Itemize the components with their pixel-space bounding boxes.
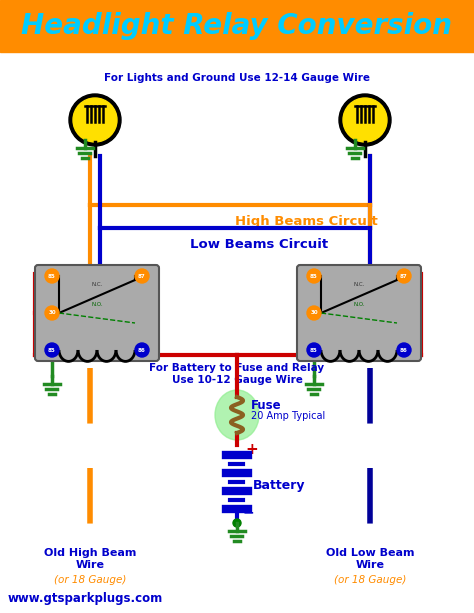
Circle shape [339, 94, 391, 146]
Text: N.O.: N.O. [91, 302, 103, 307]
Circle shape [135, 269, 149, 283]
Text: 30: 30 [310, 311, 318, 316]
Text: High Beams Circuit: High Beams Circuit [235, 215, 378, 228]
FancyBboxPatch shape [35, 265, 159, 361]
Text: Fuse: Fuse [251, 399, 282, 412]
Circle shape [45, 343, 59, 357]
Text: 87: 87 [138, 273, 146, 278]
FancyBboxPatch shape [297, 265, 421, 361]
Text: −: − [243, 505, 255, 519]
Text: 87: 87 [400, 273, 408, 278]
Text: (or 18 Gauge): (or 18 Gauge) [54, 575, 126, 585]
Text: (or 18 Gauge): (or 18 Gauge) [334, 575, 406, 585]
Text: N.C.: N.C. [353, 282, 365, 287]
Ellipse shape [215, 390, 259, 440]
Text: Battery: Battery [253, 479, 306, 492]
Text: 86: 86 [400, 348, 408, 352]
Text: 85: 85 [310, 348, 318, 352]
Text: 30: 30 [48, 311, 56, 316]
Circle shape [307, 269, 321, 283]
Circle shape [45, 269, 59, 283]
Text: N.O.: N.O. [353, 302, 365, 307]
Text: For Battery to Fuse and Relay
Use 10-12 Gauge Wire: For Battery to Fuse and Relay Use 10-12 … [149, 363, 325, 384]
Text: Old High Beam
Wire: Old High Beam Wire [44, 548, 136, 569]
Text: 86: 86 [138, 348, 146, 352]
Circle shape [233, 519, 241, 527]
Text: Old Low Beam
Wire: Old Low Beam Wire [326, 548, 414, 569]
Text: 85: 85 [310, 273, 318, 278]
Text: 85: 85 [48, 273, 56, 278]
Text: For Lights and Ground Use 12-14 Gauge Wire: For Lights and Ground Use 12-14 Gauge Wi… [104, 73, 370, 83]
Text: Low Beams Circuit: Low Beams Circuit [190, 238, 328, 251]
Text: Headlight Relay Conversion: Headlight Relay Conversion [21, 12, 453, 40]
Circle shape [343, 98, 387, 142]
Circle shape [45, 306, 59, 320]
Text: N.C.: N.C. [91, 282, 103, 287]
Circle shape [135, 343, 149, 357]
Text: www.gtsparkplugs.com: www.gtsparkplugs.com [8, 592, 163, 605]
Circle shape [307, 343, 321, 357]
Circle shape [73, 98, 117, 142]
Text: 20 Amp Typical: 20 Amp Typical [251, 411, 325, 421]
Circle shape [397, 269, 411, 283]
Text: +: + [245, 441, 258, 457]
Circle shape [397, 343, 411, 357]
Circle shape [69, 94, 121, 146]
Text: 85: 85 [48, 348, 56, 352]
Bar [0, 0, 474, 52]
Circle shape [307, 306, 321, 320]
